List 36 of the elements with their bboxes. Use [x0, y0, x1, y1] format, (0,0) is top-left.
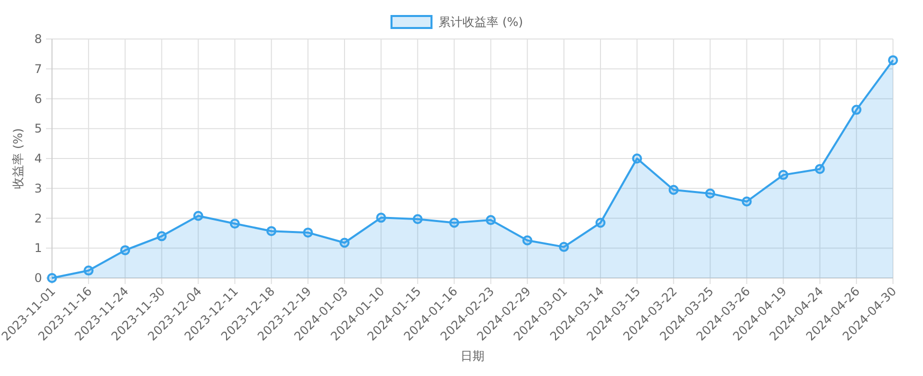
point — [412, 214, 423, 224]
legend-label: 累计收益率 (%) — [438, 15, 524, 29]
y-tick-label: 5 — [34, 122, 42, 136]
y-axis-title: 收益率 (%) — [11, 128, 25, 189]
point — [851, 104, 862, 115]
y-tick-label: 7 — [34, 62, 42, 76]
y-tick-label: 6 — [34, 92, 42, 106]
point — [84, 266, 94, 276]
point — [376, 212, 386, 223]
point — [522, 235, 532, 246]
y-tick-label: 4 — [34, 152, 42, 166]
point — [449, 218, 460, 228]
point — [595, 218, 606, 228]
point — [486, 215, 496, 226]
point — [888, 55, 898, 66]
point — [705, 188, 716, 198]
point — [668, 184, 679, 195]
point — [742, 196, 752, 207]
point — [120, 245, 130, 256]
y-tick-label: 1 — [34, 241, 42, 256]
point — [340, 238, 350, 248]
point — [814, 164, 825, 174]
point — [632, 154, 642, 164]
point — [230, 218, 240, 229]
point — [156, 231, 167, 242]
y-tick-label: 0 — [34, 271, 42, 285]
point — [193, 210, 204, 221]
point — [47, 273, 57, 283]
point — [778, 170, 788, 180]
x-axis-title: 日期 — [460, 349, 484, 363]
y-tick-label: 8 — [34, 32, 42, 46]
point — [558, 242, 569, 252]
y-tick-label: 3 — [34, 181, 42, 196]
point — [266, 226, 276, 236]
point — [302, 228, 313, 238]
y-tick-label: 2 — [34, 211, 42, 226]
